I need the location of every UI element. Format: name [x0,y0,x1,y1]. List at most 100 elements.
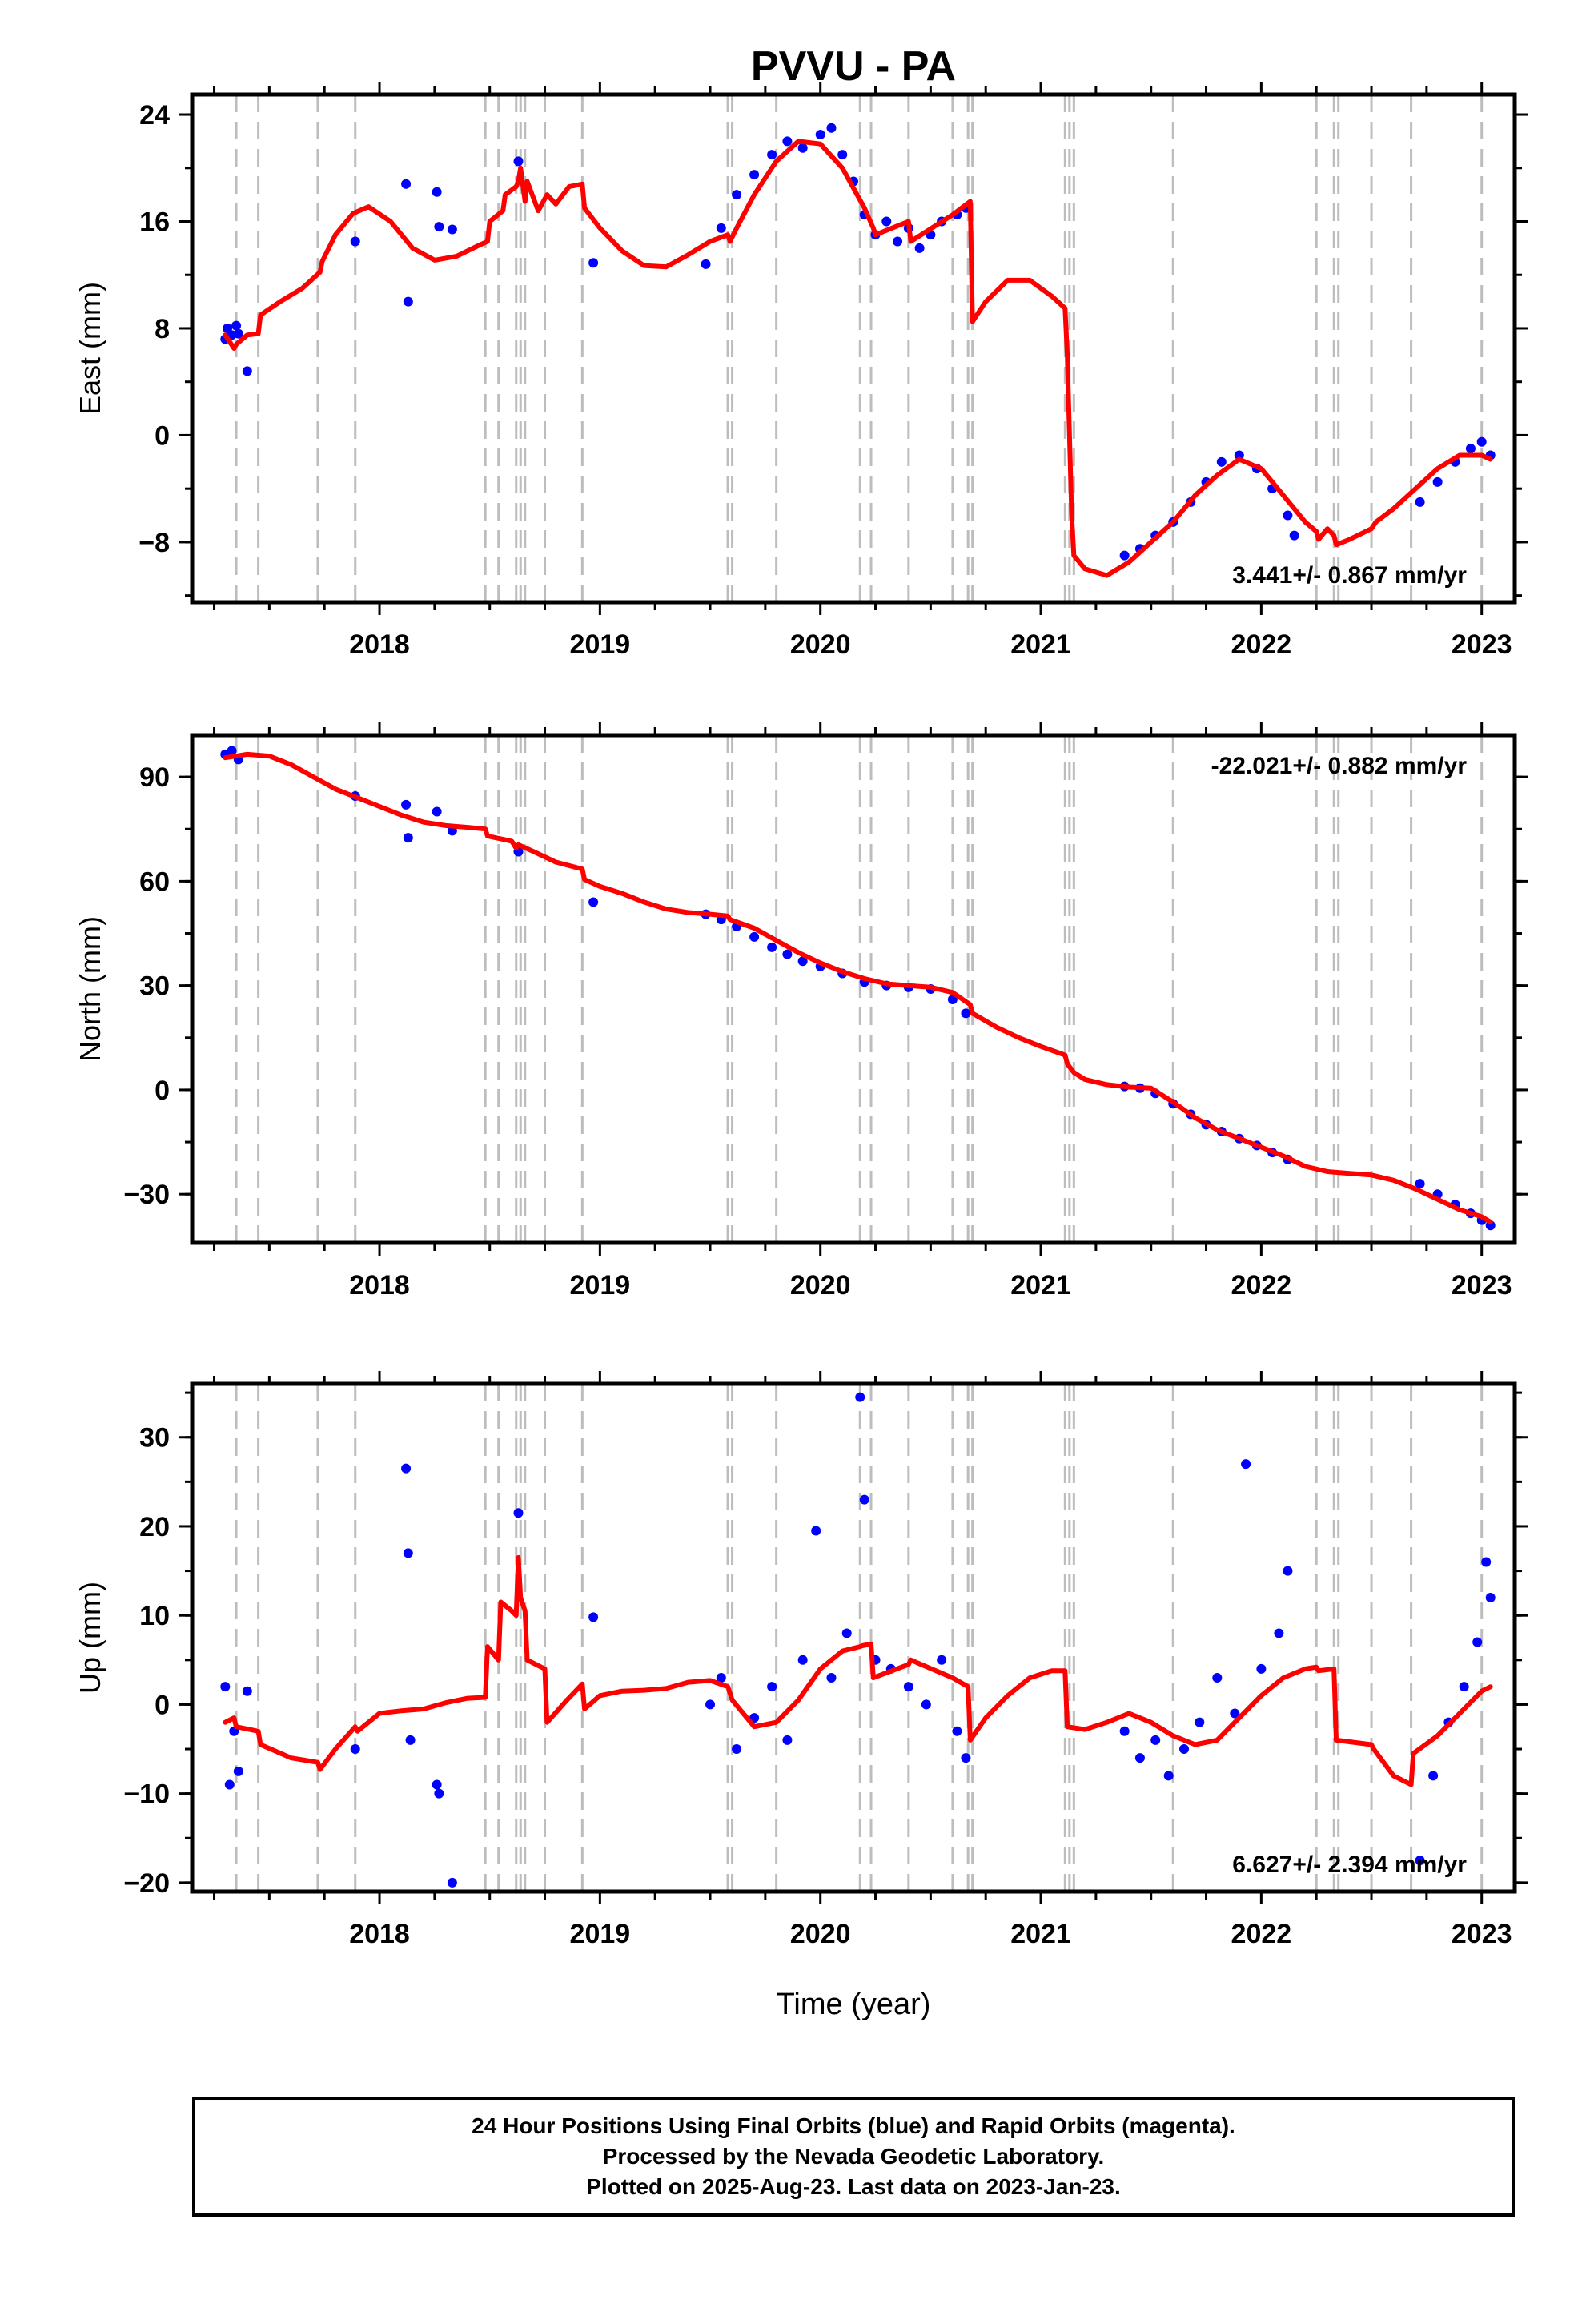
up-data-point [1119,1726,1130,1736]
east-data-point [434,222,444,232]
up-x-tick-label: 2018 [349,1919,410,1949]
north-x-tick-label: 2021 [1010,1270,1071,1301]
north-panel: 2018 2019 2020 2021 2022 2023 −30 0 30 60 90 North … [74,722,1528,1301]
north-data-point [961,1008,971,1019]
north-plot-area [220,735,1496,1243]
east-axes-frame [190,92,1517,605]
up-y-tick-label: −20 [123,1868,170,1899]
up-axes-frame [190,1381,1517,1894]
north-rate-label: -22.021+/- 0.882 mm/yr [1211,753,1468,779]
north-data-point [749,931,760,942]
east-x-tick-label: 2022 [1231,629,1292,660]
up-data-point [952,1726,962,1736]
up-data-point [855,1392,865,1402]
east-data-point [1432,476,1443,487]
east-data-point [401,179,412,189]
north-data-point [432,806,442,817]
up-data-point [1283,1566,1293,1576]
east-y-tick-label: 0 [155,420,170,451]
up-data-point [401,1463,412,1474]
east-data-point [1465,444,1476,454]
east-rate-label: 3.441+/- 0.867 mm/yr [1232,562,1467,589]
up-x-tick-label: 2019 [570,1919,631,1949]
up-data-point [1134,1753,1145,1763]
up-data-point [242,1686,252,1696]
up-x-tick-label: 2022 [1231,1919,1292,1949]
north-y-tick-label: 30 [139,971,170,1002]
east-y-tick-label: −8 [139,528,170,558]
up-data-point [403,1548,413,1558]
up-data-point [732,1744,742,1755]
east-data-point [837,150,848,160]
processing-note-line-3: Plotted on 2025-Aug-23. Last data on 202… [586,2174,1121,2199]
north-y-tick-label: 60 [139,866,170,897]
up-data-point [1428,1771,1439,1781]
up-y-tick-label: 30 [139,1423,170,1454]
up-data-point [220,1682,231,1692]
up-y-axis-label: Up (mm) [74,1582,106,1694]
up-data-point [903,1682,913,1692]
up-panel: 2018 2019 2020 2021 2022 2023 −20 −10 0 10 20 30 Up … [74,1371,1528,1949]
east-data-point [1216,456,1227,467]
up-data-point [405,1735,416,1745]
east-data-point [701,259,711,269]
up-data-point [826,1673,837,1683]
east-data-point [893,236,903,247]
east-data-point [1289,530,1299,541]
up-data-point [1179,1744,1189,1755]
x-axis-label: Time (year) [777,1988,931,2021]
east-data-point [1283,510,1293,521]
east-data-point [826,123,837,133]
east-model-line [223,139,1493,578]
north-data-point [767,942,777,952]
east-data-point [1234,450,1244,460]
up-y-tick-label: 0 [155,1690,170,1720]
up-data-point [811,1526,821,1536]
east-data-point [233,328,243,339]
north-model-line [223,751,1493,1224]
east-data-point [767,150,777,160]
east-data-point [513,156,524,167]
east-data-point [588,258,599,268]
up-data-point [224,1779,235,1790]
north-axes-frame [190,733,1517,1245]
up-x-tick-label: 2020 [790,1919,851,1949]
up-data-point [1472,1637,1483,1647]
up-plot-area [220,1384,1496,1892]
up-data-point [1195,1717,1205,1727]
up-data-point [1230,1708,1240,1719]
north-data-point [797,956,808,967]
up-data-point [233,1766,243,1776]
east-data-point [350,236,360,247]
up-rate-label: 6.627+/- 2.394 mm/yr [1232,1852,1467,1878]
east-y-axis-label: East (mm) [74,282,106,415]
up-y-tick-label: 20 [139,1512,170,1542]
processing-note-box: 24 Hour Positions Using Final Orbits (bl… [192,2097,1515,2217]
up-x-tick-label: 2023 [1452,1919,1512,1949]
east-data-point [432,187,442,197]
east-panel: 2018 2019 2020 2021 2022 2023 −8 0 8 16 24 East (mm… [74,82,1528,660]
up-data-point [1415,1856,1425,1866]
up-data-point [1150,1735,1161,1745]
up-y-tick-label: 10 [139,1601,170,1631]
up-data-point [921,1699,931,1710]
east-plot-area [220,94,1496,602]
up-y-tick-label: −10 [123,1779,170,1810]
east-x-tick-label: 2020 [790,629,851,660]
east-data-point [1476,436,1487,447]
east-x-tick-label: 2021 [1010,629,1071,660]
up-model-line [223,1554,1493,1787]
up-data-point [716,1673,726,1683]
up-data-point [432,1779,442,1790]
up-data-point [1241,1459,1251,1470]
north-data-point [401,799,412,810]
north-data-point [403,833,413,843]
east-data-point [231,320,242,331]
north-data-point [588,897,599,907]
up-data-point [937,1655,947,1665]
up-data-point [513,1508,524,1518]
up-data-point [1459,1682,1469,1692]
east-data-point [914,243,925,253]
east-y-tick-label: 16 [139,207,170,238]
